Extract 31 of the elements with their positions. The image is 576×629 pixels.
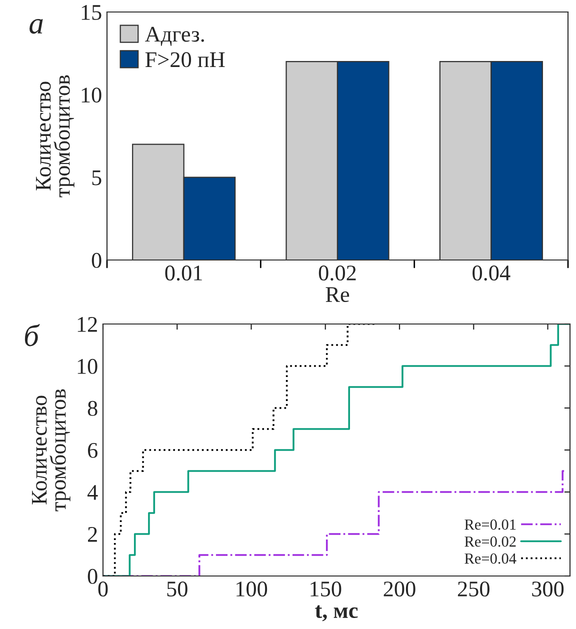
legend-label: Re=0.02 xyxy=(464,536,516,547)
x-tick-label: 250 xyxy=(458,582,490,596)
y-axis-title: Количество тромбоцитов xyxy=(36,75,74,198)
y-tick-label: 12 xyxy=(78,316,97,332)
chart-title: б xyxy=(24,324,40,346)
x-axis-title: t, мс xyxy=(315,605,358,622)
x-tick-label: 100 xyxy=(236,582,268,596)
legend-label: Адгез. xyxy=(144,26,204,46)
y-tick-label: 4 xyxy=(87,485,98,500)
y-tick-label: 0 xyxy=(88,568,98,584)
chart-title: а xyxy=(30,19,43,34)
y-tick-label: 6 xyxy=(88,442,98,458)
x-tick-label: 300 xyxy=(532,582,564,596)
x-tick-label: 150 xyxy=(310,582,342,596)
x-tick-label: 0.04 xyxy=(472,266,510,281)
x-tick-label: 0.01 xyxy=(165,266,202,281)
y-tick-label: 0 xyxy=(92,252,102,268)
y-tick-label: 5 xyxy=(92,170,102,186)
x-axis-title: Re xyxy=(326,287,350,302)
x-tick-label: 50 xyxy=(167,582,188,596)
legend-label: Re=0.04 xyxy=(464,553,516,564)
y-axis-title: Количество тромбоцитов xyxy=(32,389,70,512)
x-tick-label: 200 xyxy=(384,582,416,596)
legend-label: Re=0.01 xyxy=(464,519,516,530)
y-tick-label: 10 xyxy=(78,358,98,374)
y-tick-label: 2 xyxy=(88,526,97,542)
y-tick-label: 15 xyxy=(82,5,102,20)
x-tick-label: 0.02 xyxy=(318,266,356,281)
y-tick-label: 10 xyxy=(82,88,102,103)
y-tick-label: 8 xyxy=(88,400,98,416)
legend-label: F>20 пН xyxy=(145,52,225,68)
